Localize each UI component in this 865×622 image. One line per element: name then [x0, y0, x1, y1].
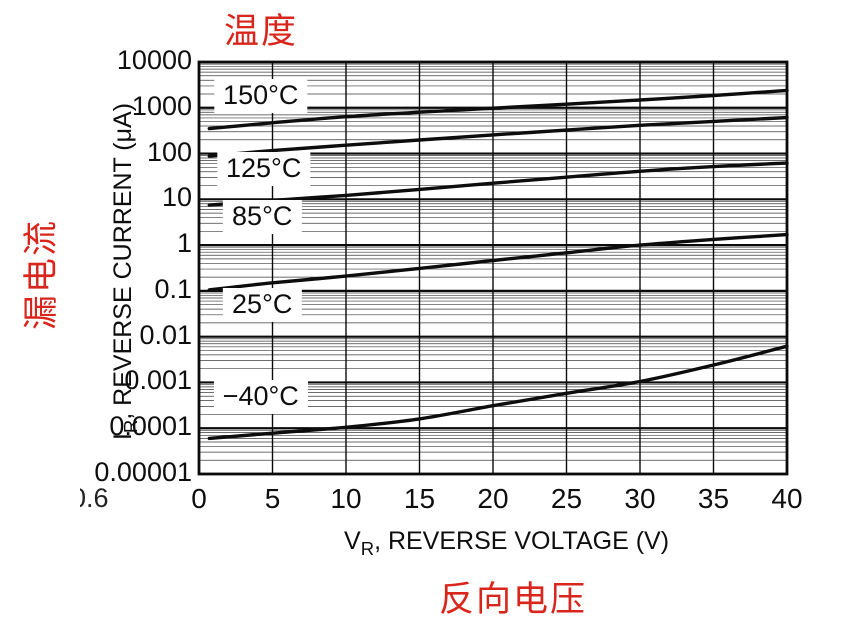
x-axis-title: VR, REVERSE VOLTAGE (V)	[344, 527, 669, 560]
axis-artifact-text: 0.6	[80, 483, 108, 513]
annotation-temperature: 温度	[224, 12, 299, 51]
x-axis-title-symbol: V	[344, 527, 361, 555]
curve-25C	[207, 232, 789, 292]
plot-border	[197, 60, 789, 476]
x-axis-title-subscript: R	[360, 538, 375, 559]
axis-artifact-label: 0.6	[80, 483, 108, 513]
curve-40C	[207, 344, 789, 441]
y-axis-title-subscript: R	[120, 419, 142, 434]
curve-150C	[207, 88, 789, 131]
annotation-reverse-voltage: 反向电压	[439, 580, 588, 619]
curve-125C	[207, 115, 789, 158]
y-axis-title-text: , REVERSE CURRENT (μA)	[109, 102, 138, 420]
y-axis-title: IR, REVERSE CURRENT (μA)	[109, 103, 142, 440]
x-axis-title-text: , REVERSE VOLTAGE (V)	[374, 527, 670, 555]
y-axis-title-symbol: I	[109, 433, 138, 441]
curve-85C	[207, 161, 789, 207]
annotation-leakage-current: 漏电流	[22, 218, 62, 331]
